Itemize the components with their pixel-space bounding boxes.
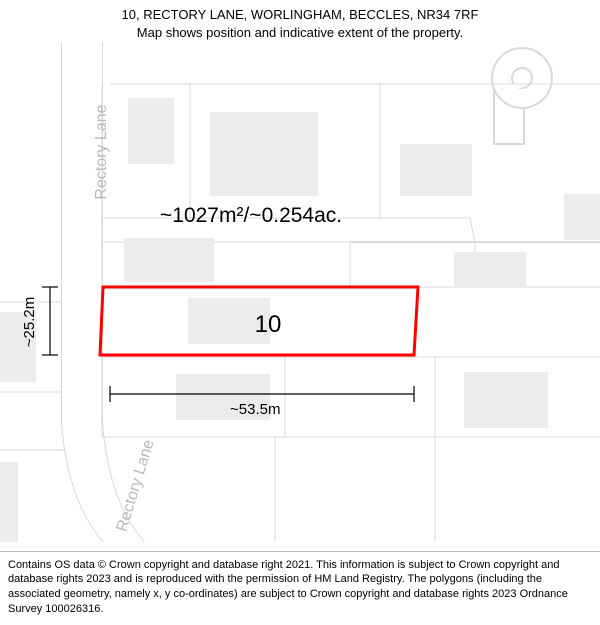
area-label: ~1027m²/~0.254ac. [160, 204, 342, 227]
footer: Contains OS data © Crown copyright and d… [0, 551, 600, 625]
footer-text: Contains OS data © Crown copyright and d… [8, 559, 568, 616]
dim-width-label: ~53.5m [230, 401, 280, 418]
dim-height-label: ~25.2m [21, 297, 38, 347]
road-label-0: Rectory Lane [93, 104, 110, 199]
map-svg: 10~1027m²/~0.254ac.Rectory LaneRectory L… [0, 42, 600, 542]
parcel-label: 10 [255, 311, 282, 338]
header-title: 10, RECTORY LANE, WORLINGHAM, BECCLES, N… [10, 6, 590, 24]
header: 10, RECTORY LANE, WORLINGHAM, BECCLES, N… [0, 0, 600, 45]
header-subtitle: Map shows position and indicative extent… [10, 24, 590, 42]
map: 10~1027m²/~0.254ac.Rectory LaneRectory L… [0, 42, 600, 542]
